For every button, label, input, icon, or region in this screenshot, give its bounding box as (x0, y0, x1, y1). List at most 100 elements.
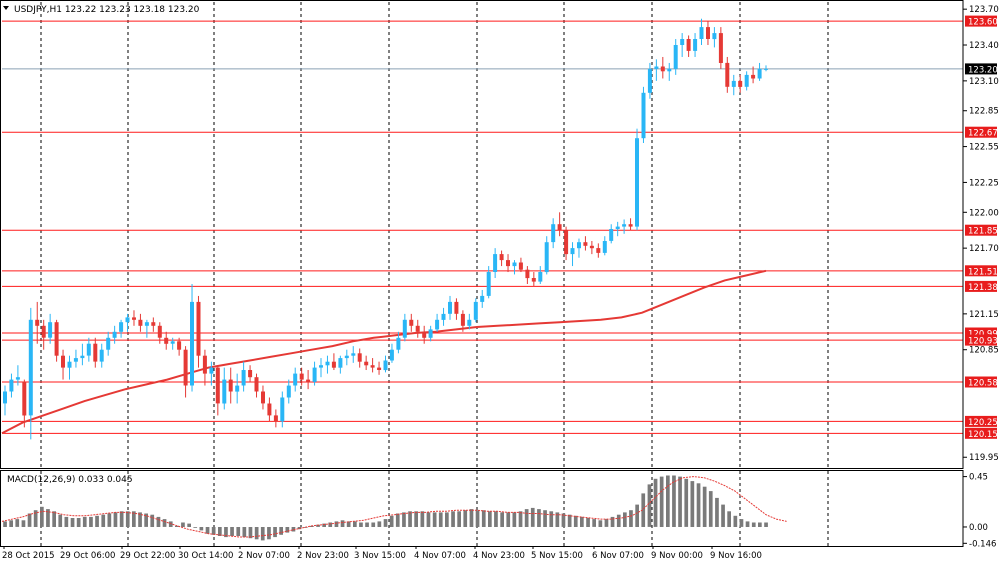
macd-bar (21, 520, 26, 527)
macd-bar (438, 512, 443, 527)
macd-bar (420, 511, 425, 527)
macd-bar (230, 527, 234, 536)
candle-body (564, 230, 569, 255)
macd-bar (162, 519, 167, 527)
macd-panel (1, 475, 787, 541)
candle-body (28, 319, 33, 416)
candle-body (344, 355, 349, 359)
macd-bar (101, 514, 106, 527)
macd-bar (353, 521, 357, 527)
macd-bar (561, 513, 566, 527)
time-tick-label: 9 Nov 00:00 (651, 551, 703, 561)
candle-body (86, 343, 91, 356)
level-tag-bg (965, 376, 997, 388)
macd-panel-frame (0, 470, 964, 547)
price-tick-label: 123.40 (969, 41, 999, 51)
macd-bar (408, 511, 412, 527)
macd-bar (371, 522, 376, 527)
price-tick-label: 123.10 (969, 77, 999, 87)
macd-bar (89, 516, 93, 527)
time-tick-label: 29 Oct 22:00 (120, 551, 175, 561)
macd-bar (267, 527, 271, 540)
macd-bar (395, 513, 400, 527)
macd-bar (33, 510, 38, 527)
macd-signal-line (1, 476, 787, 538)
level-tag-bg (965, 327, 997, 339)
macd-bar (555, 512, 560, 527)
candle-body (706, 27, 710, 39)
candle-body (99, 349, 104, 362)
candle-body (54, 322, 59, 356)
candle-body (67, 361, 72, 368)
candle-body (654, 66, 659, 69)
macd-bar (623, 512, 627, 527)
candle-body (157, 325, 162, 338)
macd-bar (647, 484, 652, 527)
macd-bar (365, 522, 369, 527)
macd-bar (727, 511, 731, 527)
time-tick-label: 28 Oct 2015 (2, 551, 55, 561)
price-grid (40, 2, 829, 546)
candle-body (306, 379, 311, 382)
time-tick-label: 3 Nov 15:00 (354, 551, 406, 561)
candle-body (518, 262, 523, 270)
macd-bar (543, 510, 547, 527)
macd-bar (414, 511, 418, 527)
candle-body (667, 68, 672, 72)
candle-body (409, 319, 414, 326)
dropdown-triangle-icon[interactable] (3, 6, 9, 10)
macd-bar (199, 527, 204, 531)
candle-body (61, 355, 65, 368)
macd-bar (549, 511, 554, 527)
candle-body (570, 248, 575, 255)
macd-tick-label: 0.00 (969, 523, 988, 533)
macd-bar (260, 527, 265, 541)
macd-bar (451, 511, 455, 527)
macd-bar (187, 523, 191, 527)
macd-tick-label: -0.146 (969, 539, 996, 549)
candle-body (351, 353, 356, 356)
macd-bar (9, 520, 13, 527)
macd-bar (377, 521, 382, 527)
candle-body (119, 322, 124, 332)
candle-body (73, 358, 78, 362)
candle-body (538, 272, 543, 282)
level-tag-bg (965, 427, 997, 439)
time-tick-label: 9 Nov 16:00 (710, 551, 762, 561)
macd-bar (702, 486, 707, 527)
candle-body (151, 322, 156, 326)
candle-body (422, 331, 427, 338)
candle-body (628, 224, 633, 227)
macd-bar (64, 516, 69, 527)
frames (0, 0, 964, 547)
candle-body (112, 331, 117, 338)
macd-bar (690, 481, 695, 527)
candle-body (293, 373, 298, 386)
candle-body (712, 33, 717, 40)
macd-bar (733, 515, 738, 527)
macd-bar (40, 506, 44, 527)
macd-bar (132, 511, 136, 527)
time-tick-label: 2 Nov 23:00 (297, 551, 349, 561)
candle-body (389, 349, 394, 361)
macd-bar (310, 525, 314, 527)
time-tick-label: 29 Oct 06:00 (60, 551, 115, 561)
candle-body (647, 68, 652, 93)
macd-bar (678, 476, 682, 527)
level-tag: 120.93 (968, 337, 998, 347)
candle-body (170, 341, 175, 344)
macd-bar (205, 527, 210, 534)
candle-body (757, 68, 762, 79)
candle-body (138, 319, 143, 326)
macd-bar (518, 511, 523, 527)
price-tick-label: 122.25 (969, 178, 999, 188)
macd-bar (672, 475, 676, 527)
price-panel-frame (0, 0, 964, 469)
macd-bar (758, 522, 762, 527)
candle-body (41, 325, 46, 338)
macd-bar (573, 515, 578, 527)
candle-body (660, 66, 665, 72)
candle-body (370, 365, 375, 368)
price-tick-label: 121.70 (969, 244, 999, 254)
